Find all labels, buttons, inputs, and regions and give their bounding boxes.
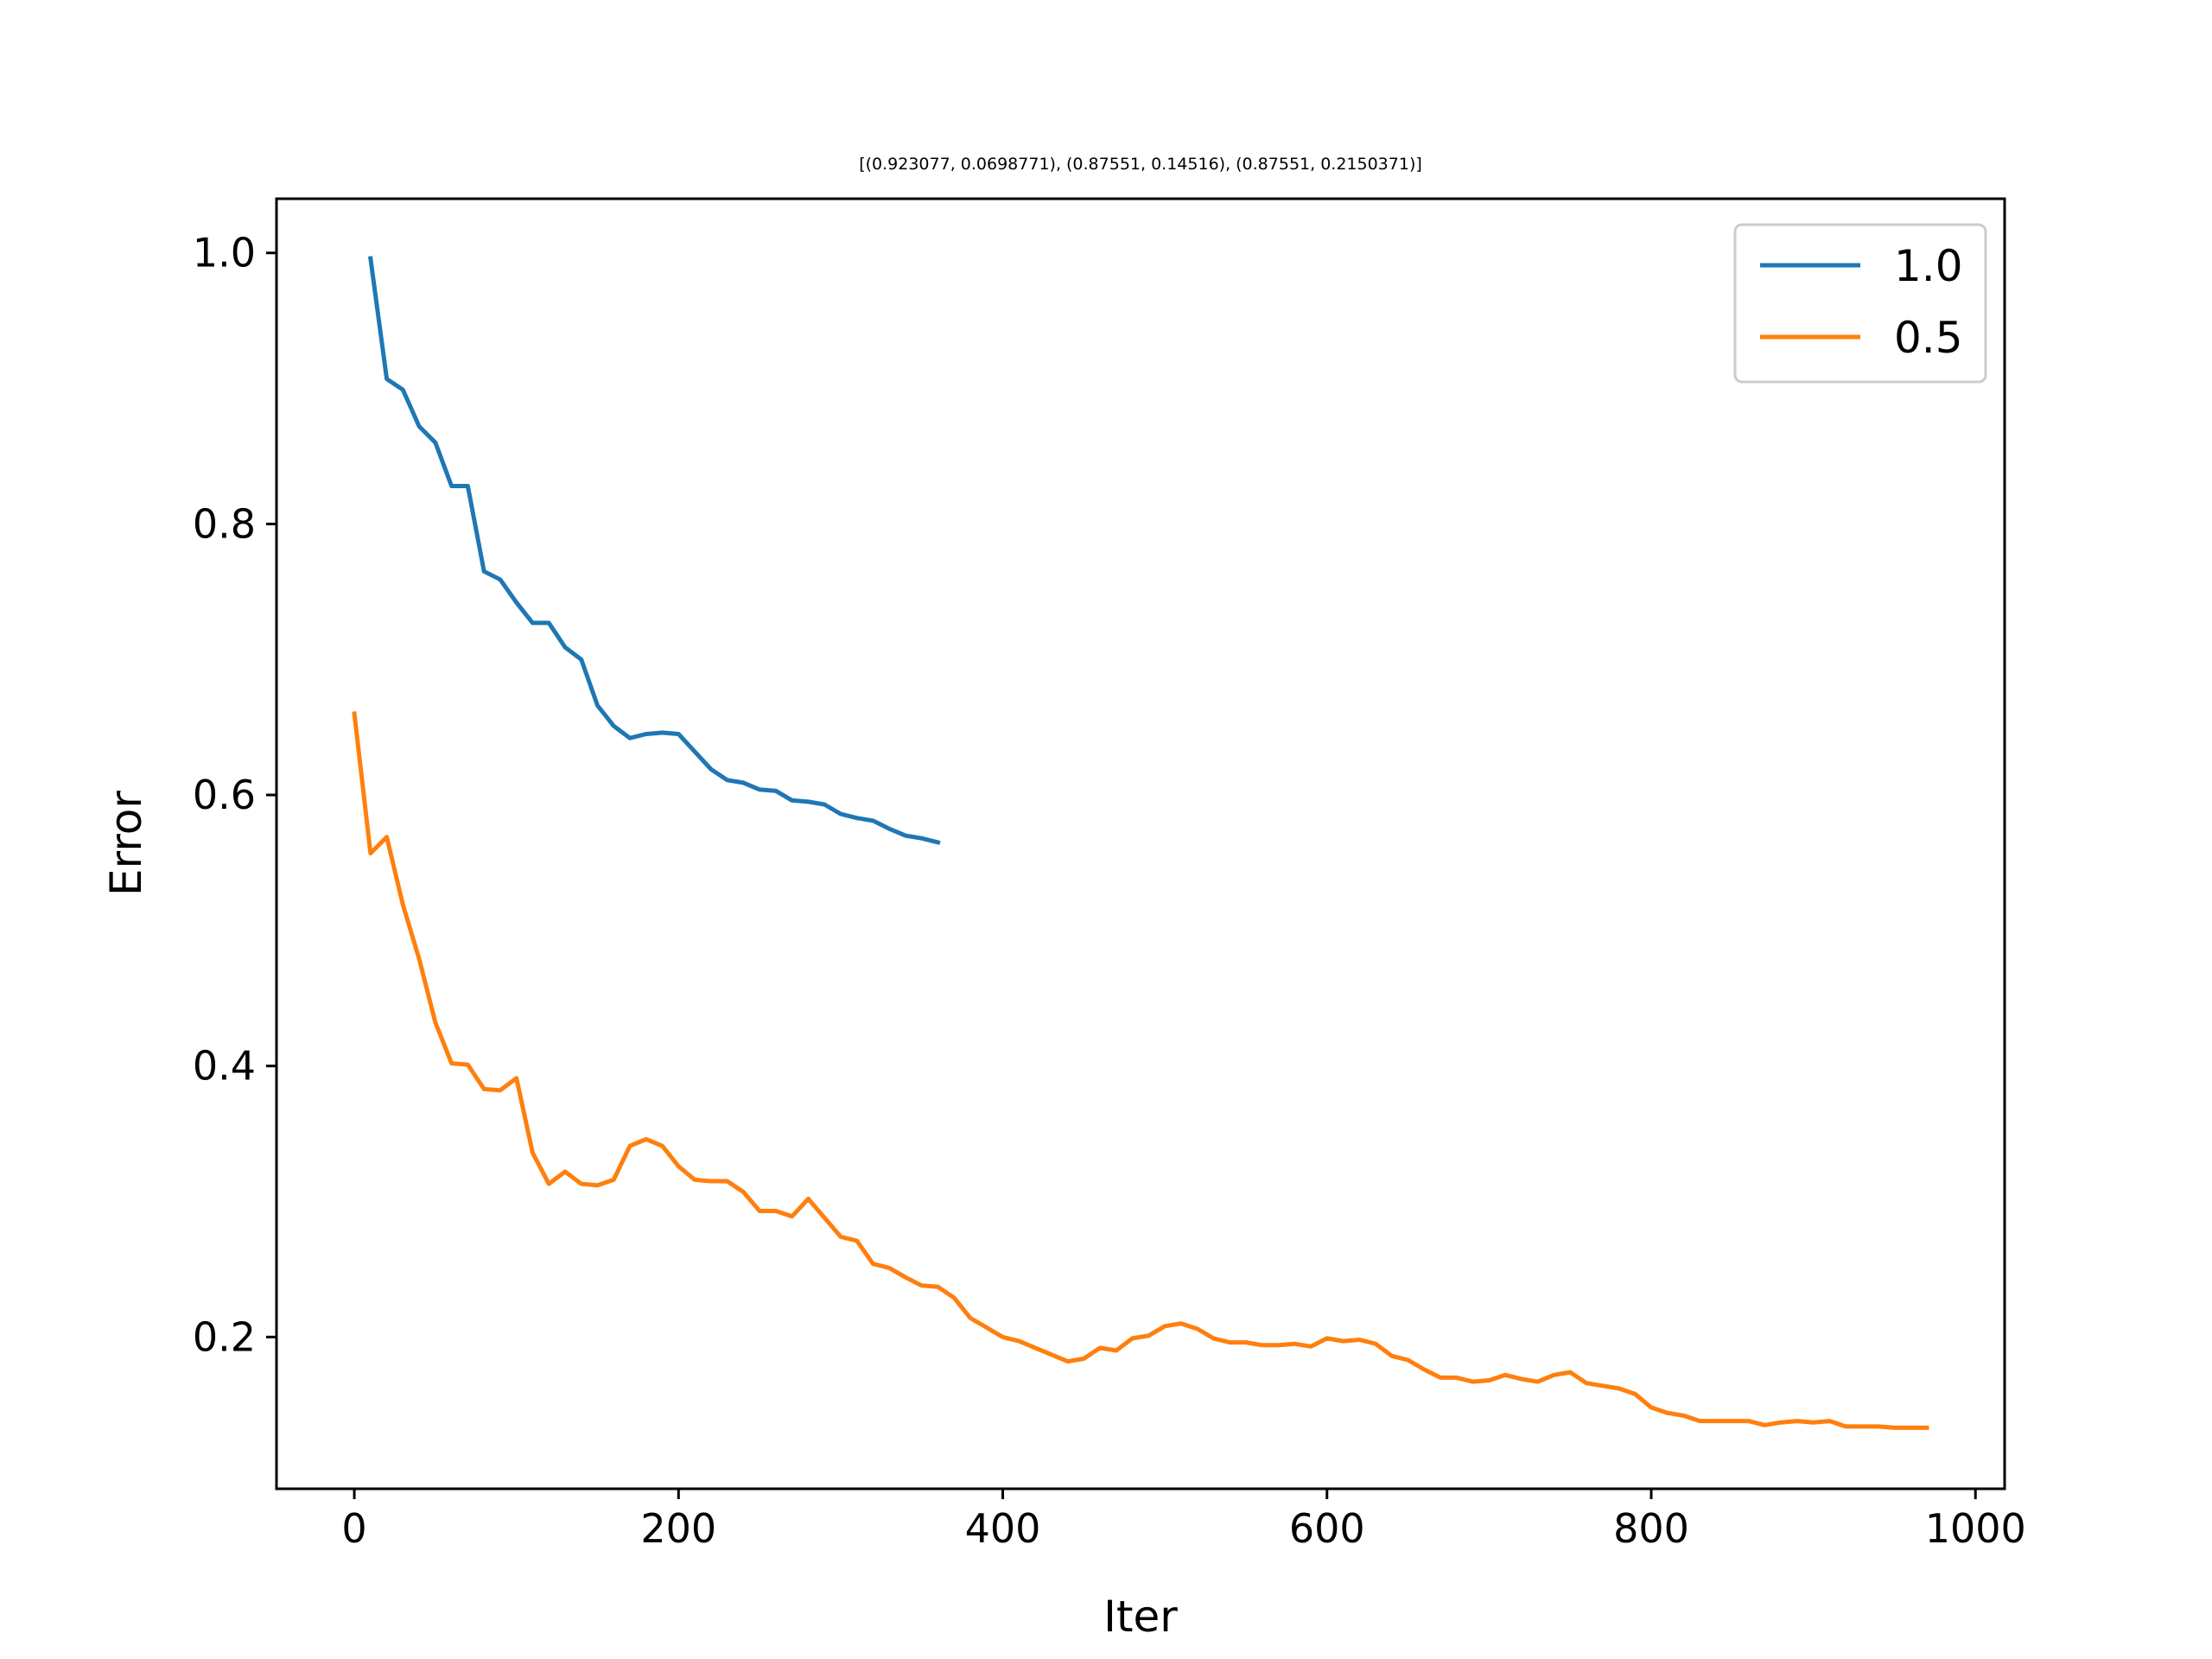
- legend-label-0: 1.0: [1894, 241, 1963, 291]
- y-tick-label: 1.0: [193, 230, 256, 276]
- legend: 1.00.5: [1733, 223, 1987, 384]
- legend-label-1: 0.5: [1894, 313, 1963, 363]
- legend-items: 1.00.5: [1760, 241, 1963, 363]
- chart-title: [(0.923077, 0.0698771), (0.87551, 0.1451…: [859, 155, 1422, 174]
- x-axis-label: Iter: [1103, 1592, 1178, 1642]
- y-tick-label: 0.8: [193, 500, 256, 547]
- x-tick-label: 0: [341, 1505, 366, 1552]
- x-tick-label: 200: [640, 1505, 716, 1552]
- series-line-0: [367, 256, 941, 845]
- y-tick-label: 0.2: [193, 1313, 256, 1360]
- x-tick-label: 800: [1613, 1505, 1689, 1552]
- y-axis-ticks: 0.2 0.4 0.6 0.8 1.0: [193, 230, 276, 1360]
- x-axis-ticks: 0 200 400 600 800 1000: [341, 1489, 2026, 1552]
- y-tick-label: 0.6: [193, 772, 256, 818]
- x-tick-label: 600: [1289, 1505, 1365, 1552]
- y-tick-label: 0.4: [193, 1043, 256, 1090]
- x-tick-label: 400: [965, 1505, 1041, 1552]
- y-axis-label: Error: [101, 791, 151, 896]
- plot-background: [276, 199, 2005, 1489]
- axes-frame: [275, 197, 2006, 1491]
- x-tick-label: 1000: [1925, 1505, 2026, 1552]
- series-layer: [352, 256, 1929, 1430]
- plot-area: [275, 197, 2006, 1491]
- series-line-1: [352, 711, 1929, 1430]
